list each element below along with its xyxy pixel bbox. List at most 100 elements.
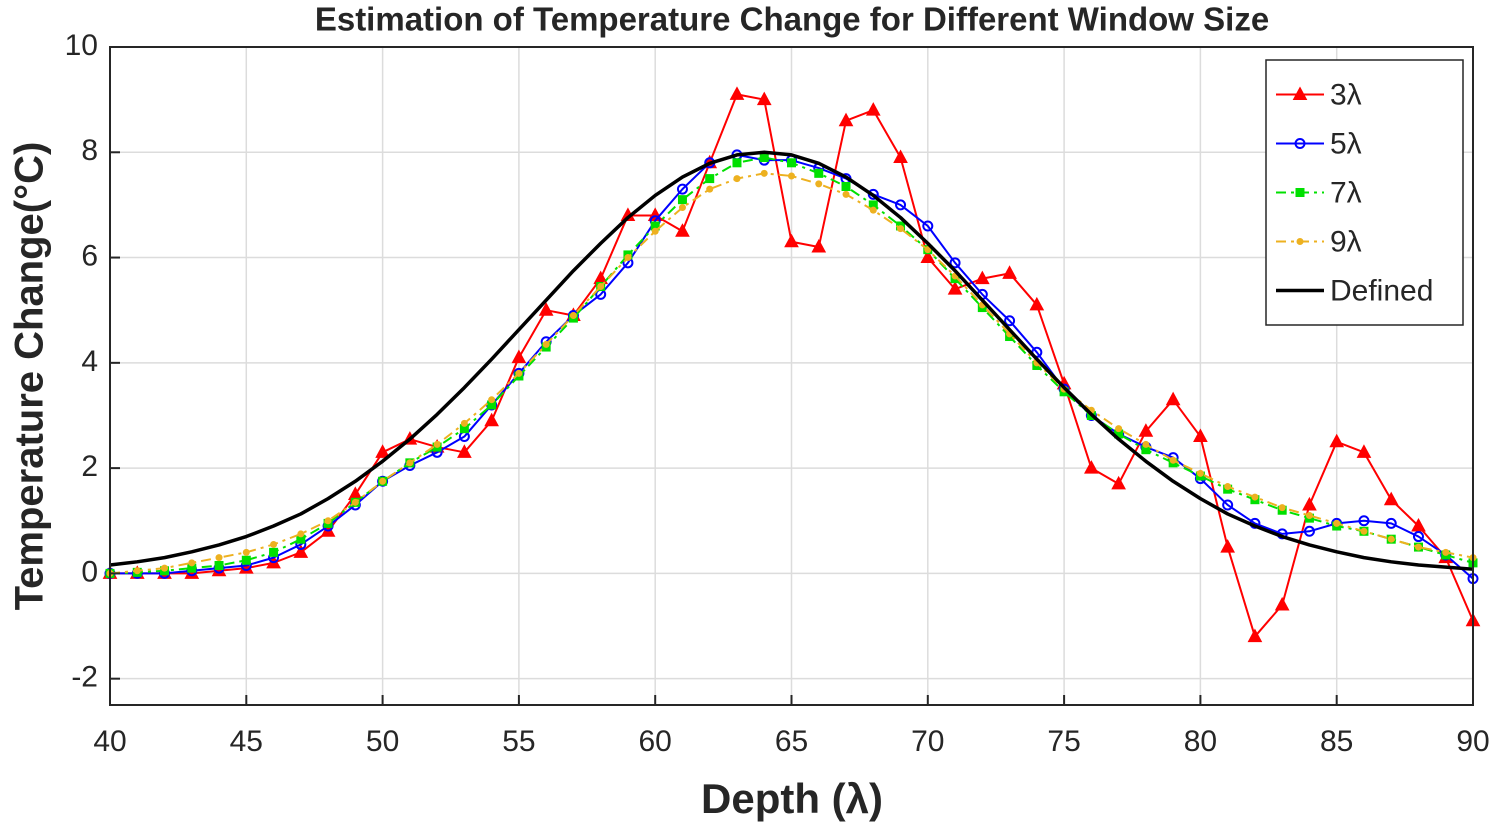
marker — [457, 444, 472, 458]
marker — [460, 419, 468, 427]
y-tick-label: 8 — [81, 134, 98, 167]
y-tick-label: -2 — [71, 661, 98, 694]
marker — [1329, 433, 1345, 448]
marker — [379, 477, 387, 485]
marker — [733, 175, 741, 183]
marker — [842, 190, 850, 198]
marker — [1302, 496, 1317, 511]
marker — [1196, 469, 1204, 477]
marker — [538, 302, 554, 316]
marker — [1224, 483, 1232, 491]
marker — [838, 112, 854, 127]
x-tick-label: 60 — [639, 725, 672, 758]
marker — [297, 530, 305, 538]
marker — [947, 281, 963, 295]
y-tick-label: 4 — [81, 345, 98, 378]
marker — [488, 396, 496, 404]
legend-label: 5λ — [1330, 127, 1362, 160]
marker — [895, 199, 907, 211]
chart-title: Estimation of Temperature Change for Dif… — [315, 1, 1269, 38]
marker — [1251, 493, 1259, 501]
marker — [811, 238, 827, 253]
plot-layer — [102, 86, 1481, 643]
marker — [242, 548, 250, 556]
legend-label: 7λ — [1330, 176, 1362, 209]
marker — [1305, 511, 1313, 519]
marker — [675, 223, 690, 237]
marker — [784, 233, 799, 248]
marker — [651, 227, 659, 235]
marker — [1165, 391, 1181, 406]
marker — [1278, 504, 1286, 512]
marker — [324, 517, 332, 525]
marker — [515, 369, 523, 377]
marker — [841, 181, 851, 191]
marker — [1411, 517, 1426, 532]
marker — [788, 172, 795, 180]
marker — [375, 444, 390, 458]
marker — [1333, 519, 1341, 527]
legend-label: 3λ — [1330, 78, 1362, 111]
marker — [706, 185, 714, 193]
marker — [814, 168, 824, 178]
legend-label: Defined — [1330, 274, 1433, 307]
marker — [650, 221, 660, 231]
marker — [1442, 548, 1450, 556]
marker — [1111, 475, 1126, 490]
marker — [459, 424, 469, 434]
marker — [897, 225, 905, 233]
marker — [188, 559, 196, 567]
marker — [1002, 265, 1017, 279]
x-tick-label: 85 — [1320, 725, 1353, 758]
marker — [869, 206, 877, 214]
marker — [974, 270, 990, 285]
x-tick-label: 40 — [93, 725, 126, 758]
marker — [1222, 499, 1234, 511]
series-line — [109, 172, 1474, 575]
marker — [161, 564, 169, 572]
marker — [1029, 296, 1045, 311]
marker — [406, 459, 414, 467]
marker — [868, 200, 878, 210]
y-tick-label: 2 — [81, 450, 98, 483]
marker — [296, 534, 306, 544]
marker — [949, 257, 961, 269]
marker — [569, 311, 577, 319]
x-tick-label: 55 — [502, 725, 535, 758]
marker — [756, 91, 772, 106]
marker — [865, 102, 881, 116]
marker — [351, 498, 359, 506]
marker — [269, 547, 279, 557]
marker — [1247, 628, 1263, 643]
legend-label: 9λ — [1330, 225, 1362, 258]
y-tick-label: 10 — [65, 29, 98, 62]
marker — [1383, 491, 1399, 506]
y-tick-label: 6 — [81, 239, 98, 272]
marker — [732, 158, 742, 168]
marker — [293, 544, 309, 558]
marker — [215, 554, 223, 562]
marker — [1294, 138, 1306, 149]
marker — [676, 183, 688, 195]
marker — [1385, 517, 1397, 529]
marker — [677, 195, 687, 205]
marker — [705, 174, 715, 184]
marker — [1360, 527, 1368, 535]
marker — [624, 254, 632, 262]
marker — [1141, 445, 1151, 455]
marker — [1169, 456, 1177, 464]
marker — [787, 158, 796, 168]
marker — [815, 180, 823, 188]
marker — [678, 204, 686, 212]
x-tick-label: 75 — [1047, 725, 1080, 758]
marker — [484, 412, 499, 427]
x-tick-label: 70 — [911, 725, 944, 758]
marker — [241, 555, 251, 565]
marker — [214, 561, 224, 571]
legend: 3λ 5λ 7λ 9λ Defined — [1265, 59, 1464, 326]
marker — [1193, 428, 1208, 443]
marker — [1303, 525, 1315, 537]
marker — [1412, 531, 1424, 543]
x-axis-label: Depth (λ) — [701, 775, 883, 822]
